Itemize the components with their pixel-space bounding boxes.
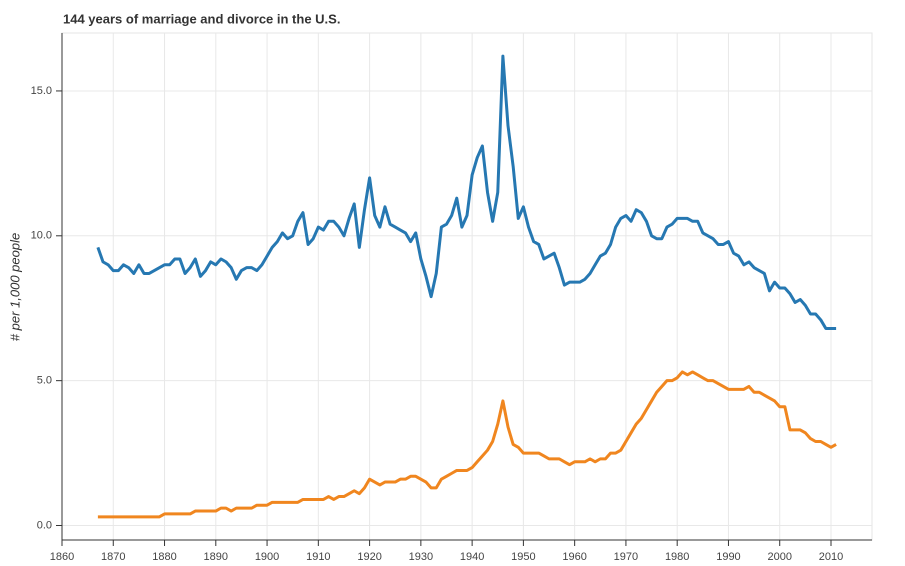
x-tick-label: 1950 [511,551,535,563]
x-tick-label: 1920 [357,551,381,563]
y-tick-label: 10.0 [31,230,52,242]
x-tick-label: 1890 [204,551,228,563]
y-tick-label: 5.0 [37,375,52,387]
y-tick-label: 15.0 [31,85,52,97]
x-tick-label: 1930 [409,551,433,563]
x-tick-label: 1940 [460,551,484,563]
x-tick-label: 1960 [562,551,586,563]
plot-frame [61,32,873,541]
x-tick-label: 2000 [767,551,791,563]
x-tick-label: 2010 [819,551,843,563]
x-tick-label: 1990 [716,551,740,563]
y-tick-label: 0.0 [37,519,52,531]
x-tick-label: 1900 [255,551,279,563]
x-tick-label: 1880 [152,551,176,563]
x-tick-label: 1910 [306,551,330,563]
x-tick-label: 1970 [614,551,638,563]
line-series [97,370,837,519]
x-tick-label: 1870 [101,551,125,563]
y-axis-label: # per 1,000 people [7,233,22,341]
x-tick-label: 1860 [50,551,74,563]
x-tick-label: 1980 [665,551,689,563]
line-series [96,54,837,331]
chart-title: 144 years of marriage and divorce in the… [63,11,340,26]
